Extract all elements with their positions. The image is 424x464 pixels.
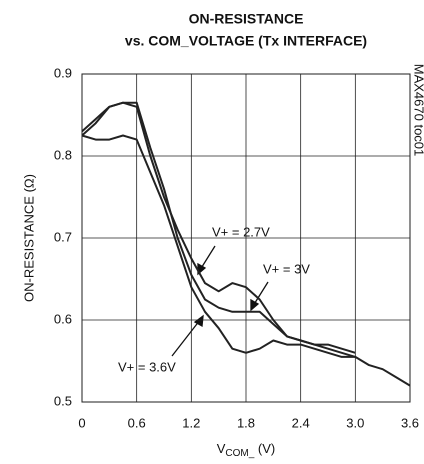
x-tick-label: 0.6: [128, 415, 146, 430]
x-axis-label-sub: COM_: [225, 448, 254, 459]
x-tick-label: 1.8: [237, 415, 255, 430]
series-line: [81, 134, 411, 387]
x-axis-label-unit: (V): [254, 441, 275, 456]
y-tick-label: 0.9: [54, 65, 72, 80]
x-axis-label-main: V: [217, 441, 226, 456]
y-tick-label: 0.6: [54, 311, 72, 326]
series-line: [81, 101, 356, 358]
x-tick-label: 3.6: [401, 415, 419, 430]
annotation: V+ = 3.6V: [118, 359, 176, 374]
x-tick-label: 2.4: [292, 415, 310, 430]
y-tick-label: 0.8: [54, 147, 72, 162]
annotation: V+ = 3V: [263, 261, 310, 276]
x-tick-label: 1.2: [182, 415, 200, 430]
y-tick-label: 0.7: [54, 229, 72, 244]
y-axis-label: ON-RESISTANCE (Ω): [21, 174, 36, 302]
arrow: [171, 319, 201, 357]
x-tick-label: 0: [78, 415, 85, 430]
side-note: MAX4670 toc01: [412, 64, 424, 157]
x-axis-label: VCOM_ (V): [217, 441, 276, 458]
arrowhead: [193, 314, 204, 328]
chart-title: ON-RESISTANCE: [189, 11, 304, 27]
chart-title: vs. COM_VOLTAGE (Tx INTERFACE): [125, 33, 367, 49]
arrowhead: [250, 298, 260, 312]
x-tick-label: 3.0: [346, 415, 364, 430]
annotation: V+ = 2.7V: [212, 224, 270, 239]
y-tick-label: 0.5: [54, 393, 72, 408]
